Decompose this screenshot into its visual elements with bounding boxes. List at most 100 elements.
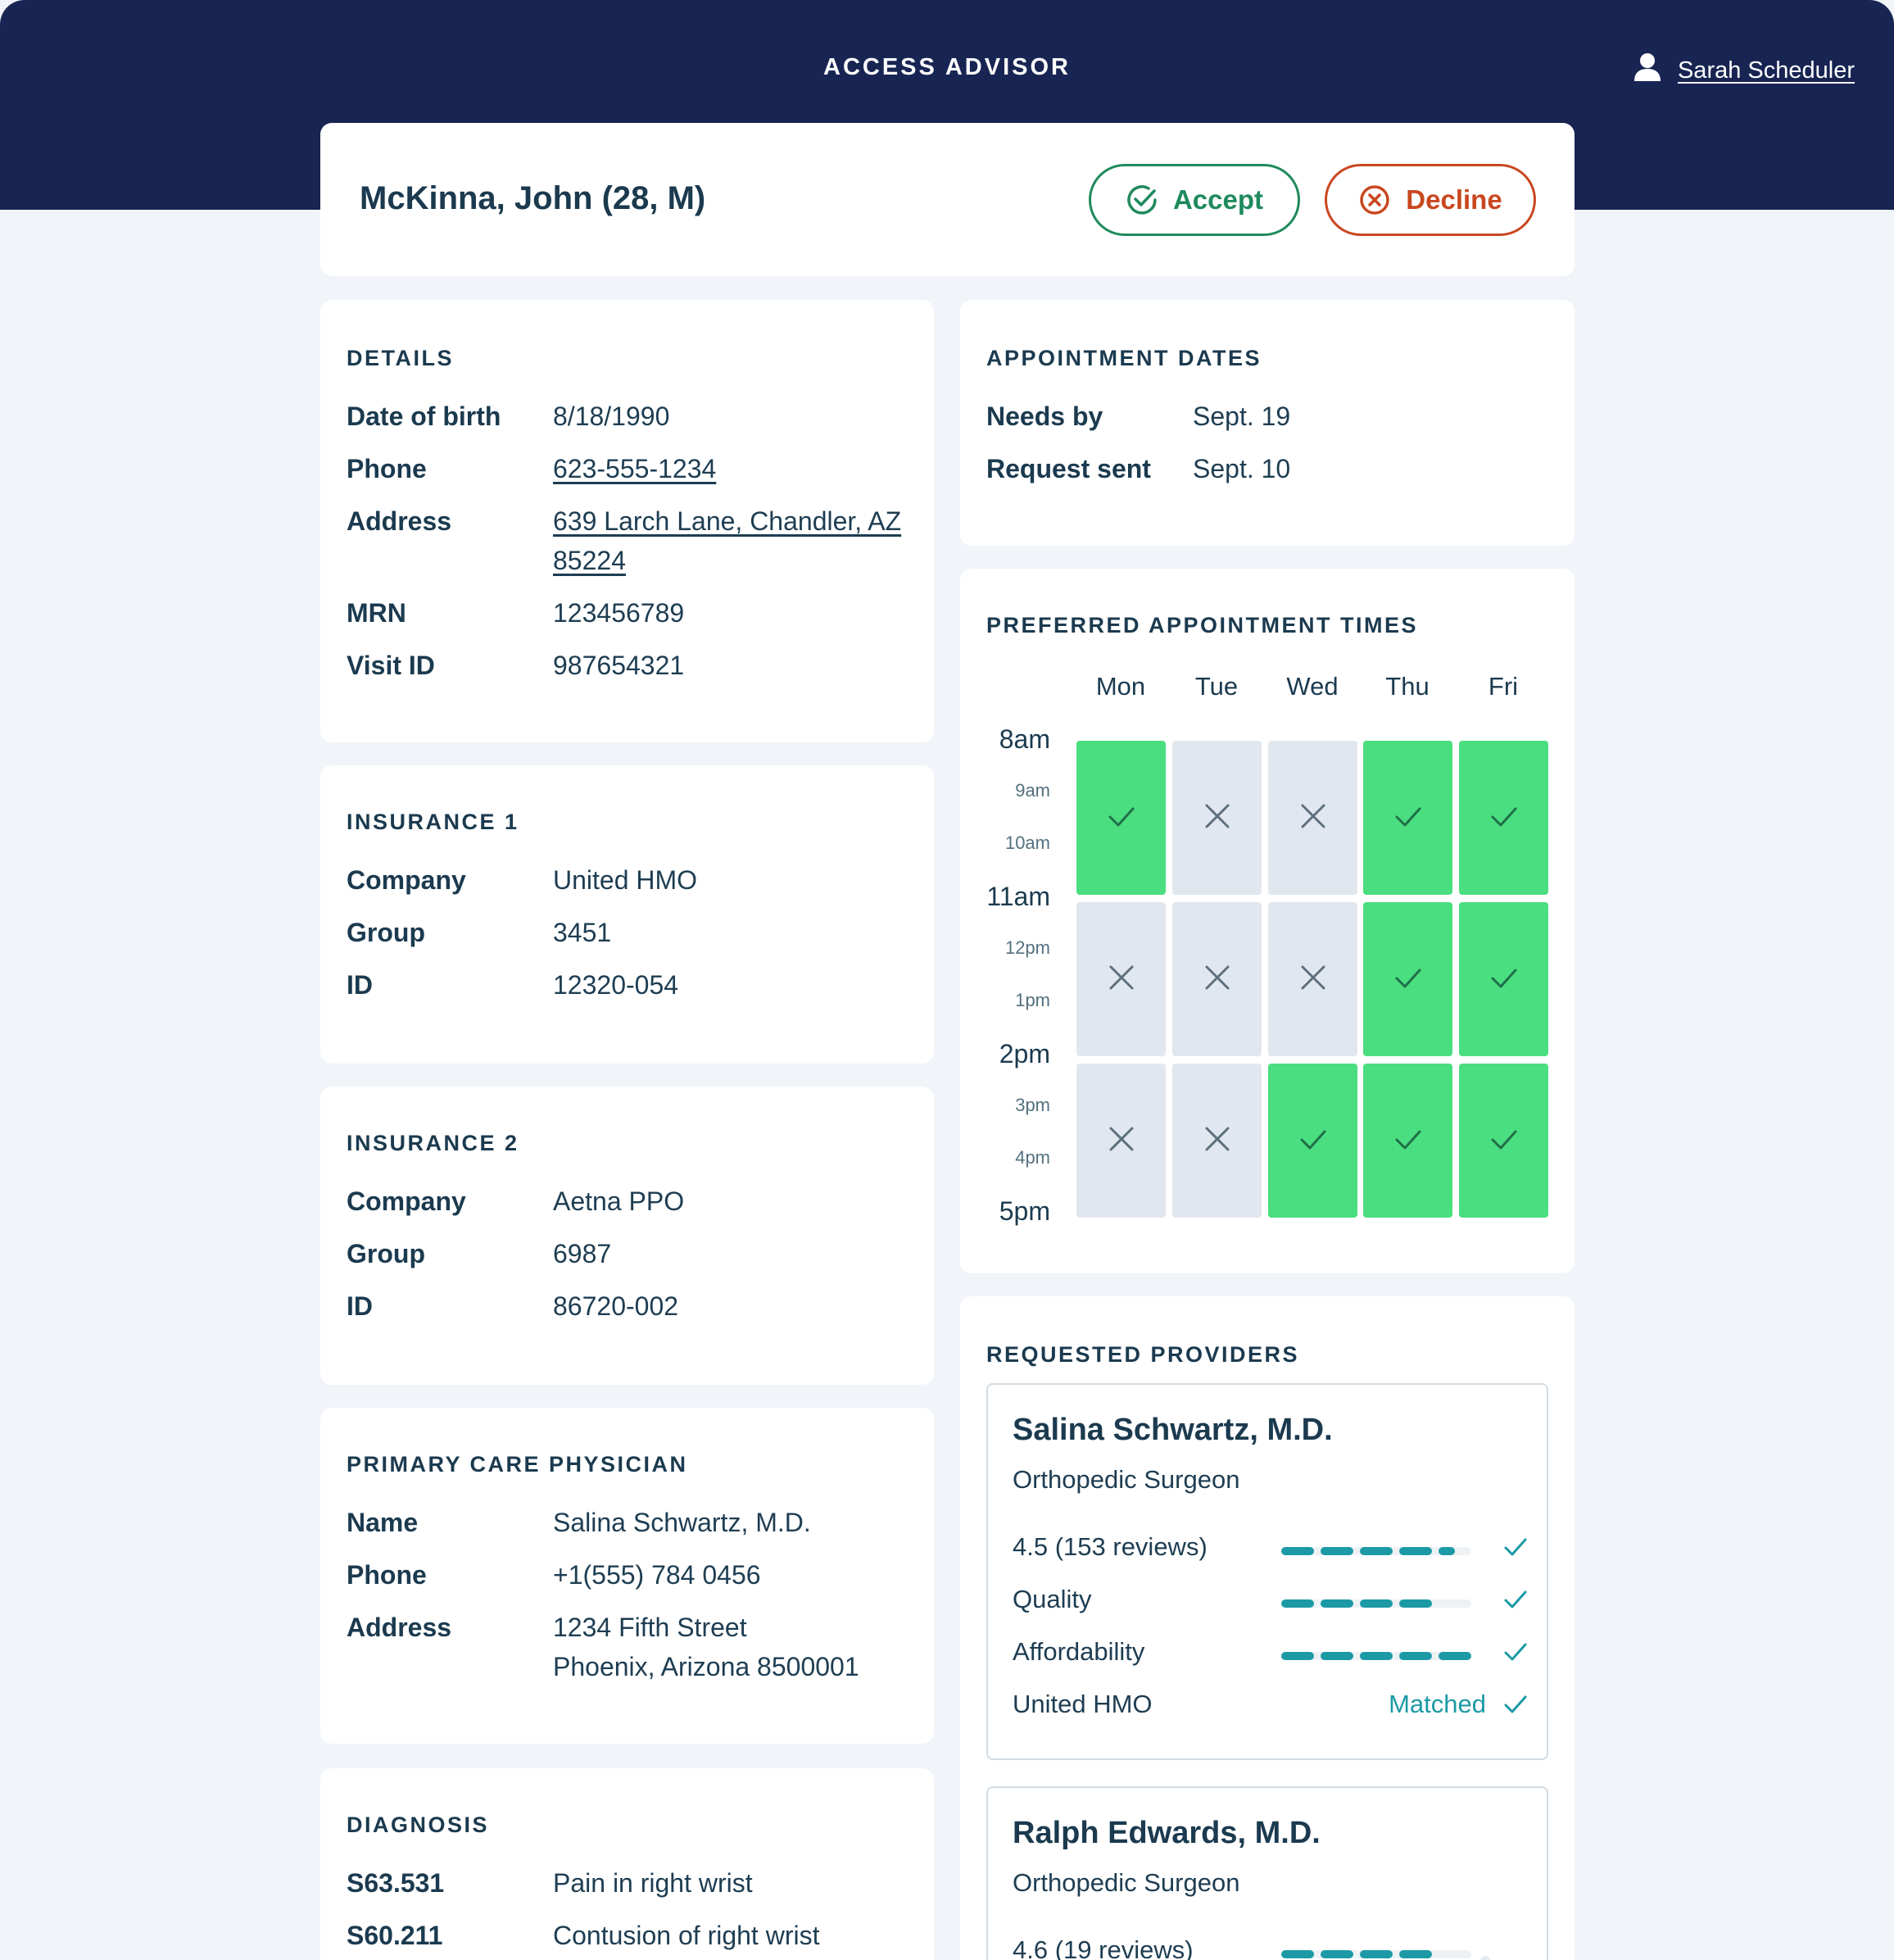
accept-button[interactable]: Accept [1089,164,1300,236]
quality-metric: Quality [1013,1580,1529,1619]
providers-card: REQUESTED PROVIDERS Salina Schwartz, M.D… [960,1296,1575,1960]
insurance-1-list: Company United HMO Group 3451 ID 12320-054 [347,860,920,1018]
detail-key: Phone [347,454,427,483]
detail-row-phone: Phone 623-555-1234 [347,449,920,488]
appointment-value: Sept. 19 [1193,402,1291,431]
time-label-3pm: 3pm [1015,1095,1050,1115]
time-slot-wed-2[interactable] [1268,1064,1357,1218]
day-header-wed: Wed [1286,672,1339,701]
time-slot-mon-1[interactable] [1076,902,1166,1056]
rating-metric: 4.5 (153 reviews) [1013,1527,1529,1567]
detail-key: MRN [347,598,406,628]
metric-bar-segment [1399,1652,1432,1660]
time-label-4pm: 4pm [1015,1147,1050,1168]
insurance-key: Company [347,865,466,895]
user-name[interactable]: Sarah Scheduler [1677,57,1855,84]
insurance-2-list: Company Aetna PPO Group 6987 ID 86720-002 [347,1182,920,1339]
time-slot-tue-0[interactable] [1172,741,1262,895]
user-menu[interactable]: Sarah Scheduler [1633,52,1855,88]
detail-value: 987654321 [553,651,685,680]
detail-row-address: Address 639 Larch Lane, Chandler, AZ 8522… [347,501,920,580]
address-link[interactable]: 639 Larch Lane, Chandler, AZ 85224 [553,506,902,575]
x-icon [1298,801,1328,835]
pcp-row: Address 1234 Fifth Street Phoenix, Arizona… [347,1608,920,1686]
check-icon [1502,1586,1529,1619]
detail-row-mrn: MRN 123456789 [347,593,920,633]
metric-label: 4.5 (153 reviews) [1013,1532,1208,1561]
x-icon [1203,1124,1232,1158]
insurance-row: Company United HMO [347,860,920,900]
time-slot-fri-1[interactable] [1459,902,1548,1056]
metric-bar-segment [1439,1652,1471,1660]
provider-card[interactable]: Salina Schwartz, M.D. Orthopedic Surgeon… [986,1383,1548,1760]
detail-value: 8/18/1990 [553,402,670,431]
diagnosis-desc: Pain in right wrist [553,1868,753,1898]
time-slot-thu-0[interactable] [1363,741,1452,895]
person-icon [1633,52,1661,88]
detail-key: Address [347,506,452,536]
check-icon [1392,800,1425,837]
time-slot-mon-0[interactable] [1076,741,1166,895]
day-header-thu: Thu [1385,672,1430,701]
decline-label: Decline [1406,184,1502,215]
affordability-metric: Affordability [1013,1632,1529,1672]
pcp-key: Phone [347,1560,427,1590]
appointment-dates-card: APPOINTMENT DATES Needs by Sept. 19 Reque… [960,300,1575,546]
details-list: Date of birth 8/18/1990 Phone 623-555-1234… [347,397,920,698]
patient-name: McKinna, John (28, M) [360,180,706,216]
pcp-value: +1(555) 784 0456 [553,1560,761,1590]
diagnosis-card: DIAGNOSIS S63.531 Pain in right wrist S60… [320,1768,934,1960]
time-slot-thu-2[interactable] [1363,1064,1452,1218]
diagnosis-code: S60.211 [347,1921,443,1950]
time-label-10am: 10am [1004,833,1050,853]
x-circle-icon [1360,185,1390,215]
day-header-mon: Mon [1095,672,1146,701]
time-slot-fri-0[interactable] [1459,741,1548,895]
pcp-title: PRIMARY CARE PHYSICIAN [347,1452,688,1477]
metric-bar [1281,1950,1471,1958]
pcp-key: Address [347,1613,452,1642]
decline-button[interactable]: Decline [1325,164,1536,236]
appointment-dates-list: Needs by Sept. 19 Request sent Sept. 10 [986,397,1560,501]
app-title: ACCESS ADVISOR [823,54,1071,80]
pcp-key: Name [347,1508,419,1537]
metric-bar-segment [1321,1599,1353,1608]
insurance-value: 3451 [553,918,612,947]
insurance-row: ID 86720-002 [347,1286,920,1326]
preferred-times-title: PREFERRED APPOINTMENT TIMES [986,613,1419,637]
provider-specialty: Orthopedic Surgeon [1013,1868,1240,1897]
check-icon [1392,961,1425,998]
time-label-8am: 8am [999,724,1050,754]
appointment-key: Needs by [986,402,1103,431]
insurance-value: 6987 [553,1239,612,1268]
metric-bar-segment [1321,1652,1353,1660]
appointment-value: Sept. 10 [1193,454,1291,483]
time-slot-wed-1[interactable] [1268,902,1357,1056]
provider-card[interactable]: Ralph Edwards, M.D. Orthopedic Surgeon 4… [986,1786,1548,1960]
insurance-key: Company [347,1186,466,1216]
pcp-row: Phone +1(555) 784 0456 [347,1555,920,1595]
time-slot-mon-2[interactable] [1076,1064,1166,1218]
time-slot-tue-1[interactable] [1172,902,1262,1056]
detail-row-visit-id: Visit ID 987654321 [347,646,920,685]
time-slot-fri-2[interactable] [1459,1064,1548,1218]
phone-link[interactable]: 623-555-1234 [553,454,717,483]
time-slot-thu-1[interactable] [1363,902,1452,1056]
metric-bar-segment [1360,1950,1393,1958]
preferred-times-card: PREFERRED APPOINTMENT TIMES Mon Tue Wed Thu… [960,569,1575,1273]
provider-specialty: Orthopedic Surgeon [1013,1465,1240,1494]
x-icon [1203,963,1232,996]
insurance-value: Aetna PPO [553,1186,685,1216]
detail-value: 123456789 [553,598,685,628]
diagnosis-row: S63.531 Pain in right wrist [347,1863,920,1903]
detail-row-dob: Date of birth 8/18/1990 [347,397,920,436]
patient-header: McKinna, John (28, M) Accept Decline [320,123,1575,276]
check-icon [1488,800,1520,837]
time-slot-wed-0[interactable] [1268,741,1357,895]
time-slot-tue-2[interactable] [1172,1064,1262,1218]
insurance-2-card: INSURANCE 2 Company Aetna PPO Group 6987 I… [320,1087,934,1385]
match-status: Matched [1389,1690,1486,1718]
x-icon [1107,1124,1136,1158]
check-icon [1502,1639,1529,1672]
check-icon [1502,1534,1529,1567]
